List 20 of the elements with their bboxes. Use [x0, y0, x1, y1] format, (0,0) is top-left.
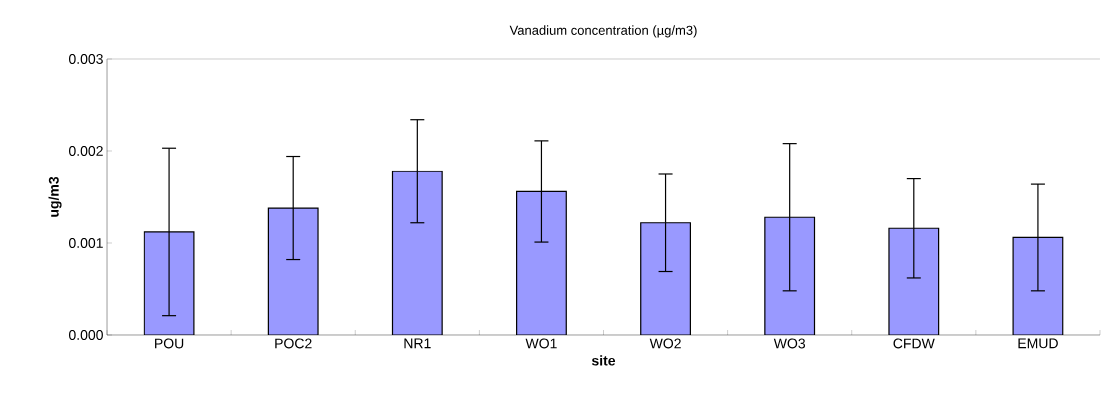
bar — [267, 207, 319, 335]
y-axis-title: ug/m3 — [48, 176, 62, 217]
x-tick-label: WO1 — [525, 338, 557, 349]
x-axis-title: site — [591, 355, 616, 366]
x-tick-label: WO3 — [773, 338, 806, 349]
x-tick-label: POC2 — [275, 338, 312, 349]
chart-title: Vanadium concentration (µg/m3) — [509, 25, 697, 38]
x-tick-label: POU — [155, 338, 184, 349]
y-tick-label: 0.003 — [69, 54, 103, 64]
y-tick-label: 0.002 — [69, 146, 103, 156]
y-tick-label: 0.001 — [69, 238, 103, 248]
bar — [640, 222, 691, 335]
bar — [516, 190, 567, 335]
x-tick-label: EMUD — [1018, 338, 1058, 349]
y-tick-label: 0.000 — [69, 330, 103, 340]
bar — [391, 170, 443, 335]
x-tick-label: NR1 — [404, 338, 431, 349]
x-tick-label: CFDW — [893, 338, 935, 349]
x-tick-label: WO2 — [649, 338, 681, 349]
bar — [888, 227, 940, 335]
